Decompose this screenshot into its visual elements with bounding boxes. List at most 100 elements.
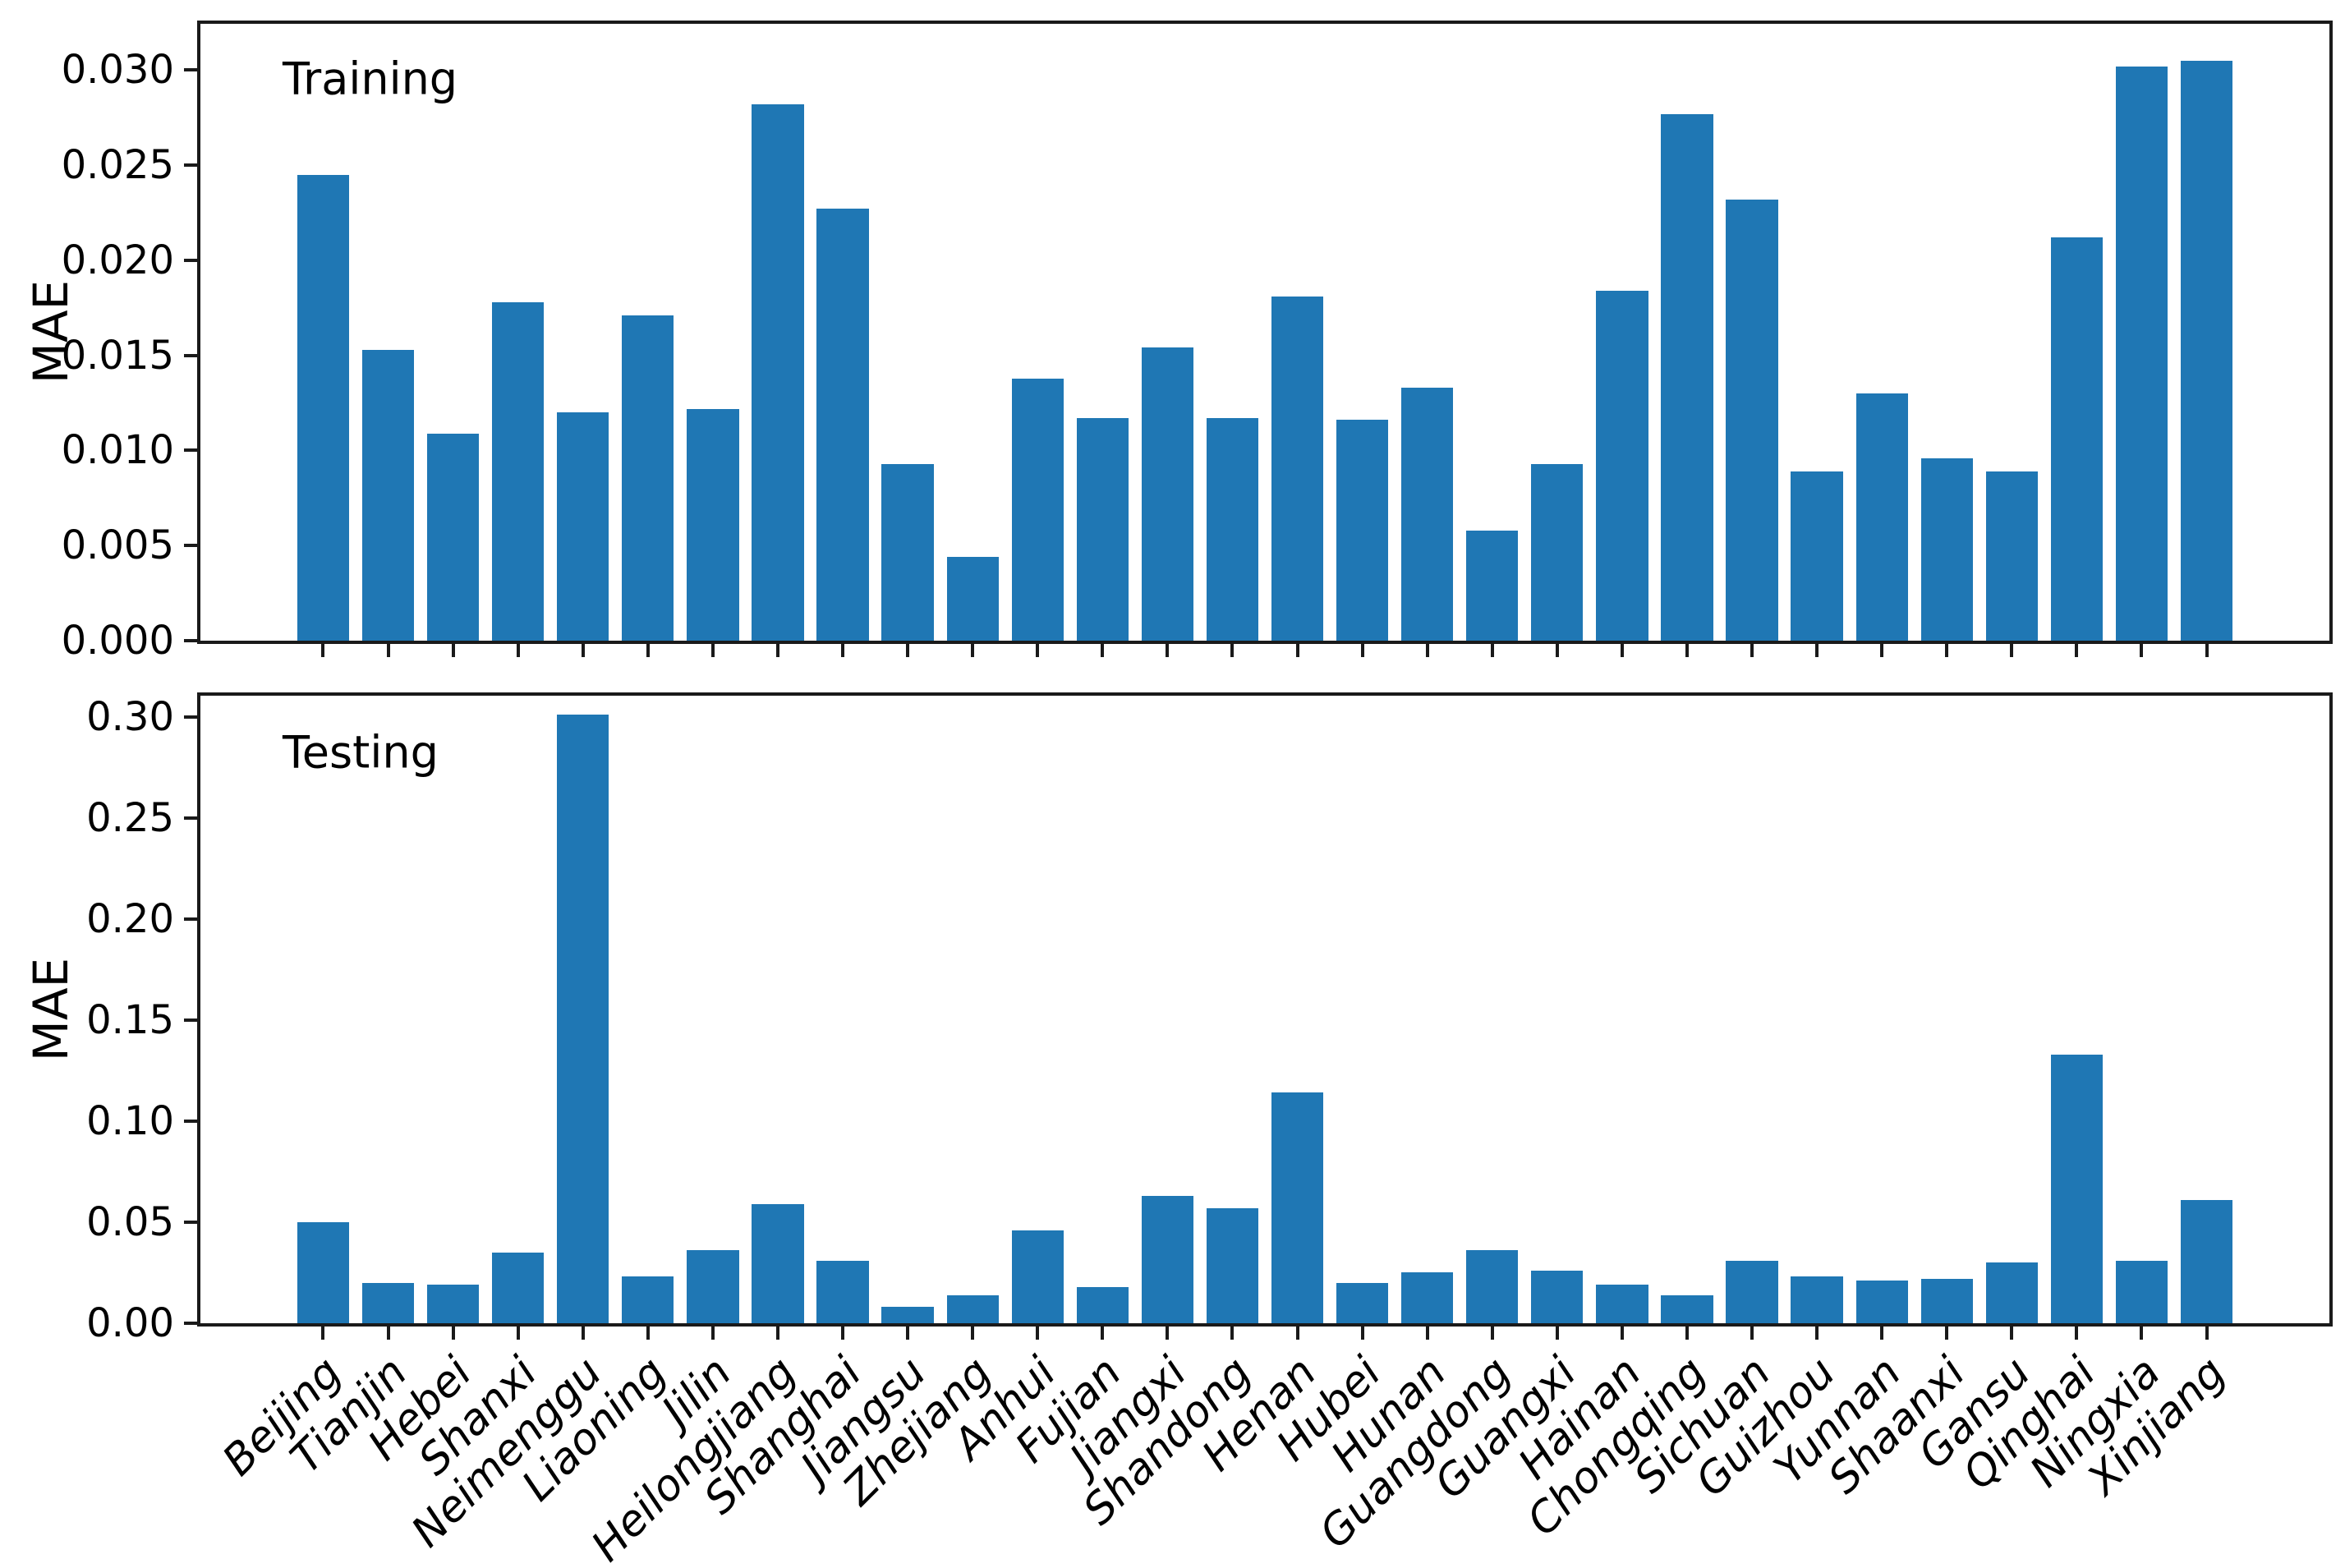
- guizhou-bar: [1791, 1276, 1843, 1323]
- hainan-bar: [1596, 1285, 1648, 1323]
- y-tick-label: 0.05: [86, 1198, 174, 1245]
- y-tick: [184, 1322, 197, 1325]
- x-tick: [906, 1327, 910, 1340]
- tianjin-bar: [361, 1283, 415, 1323]
- x-tick: [1880, 644, 1884, 657]
- x-tick: [386, 1327, 390, 1340]
- y-tick: [184, 1220, 197, 1224]
- x-tick: [1036, 644, 1040, 657]
- x-tick: [1360, 644, 1364, 657]
- shanghai-bar: [816, 209, 869, 641]
- guizhou-bar: [1791, 471, 1843, 641]
- y-tick-label: 0.020: [61, 237, 174, 283]
- y-tick-label: 0.00: [86, 1300, 174, 1346]
- guangxi-bar: [1531, 1271, 1584, 1323]
- x-tick: [2075, 644, 2079, 657]
- hebei-bar: [426, 434, 480, 641]
- x-tick: [841, 1327, 845, 1340]
- x-tick: [1166, 1327, 1170, 1340]
- x-tick: [1620, 644, 1624, 657]
- hunan-bar: [1401, 388, 1454, 641]
- x-tick: [1295, 1327, 1299, 1340]
- hunan-bar: [1401, 1272, 1454, 1323]
- anhui-bar: [1011, 379, 1064, 641]
- x-tick: [2010, 644, 2014, 657]
- shandong-bar: [1206, 418, 1259, 641]
- x-tick: [1620, 1327, 1624, 1340]
- yunnan-bar: [1855, 1281, 1908, 1323]
- x-tick: [906, 644, 910, 657]
- y-tick: [184, 639, 197, 642]
- neimenggu-bar: [557, 412, 609, 641]
- x-tick: [1880, 1327, 1884, 1340]
- y-tick-label: 0.025: [61, 142, 174, 189]
- training-panel-title: Training: [283, 53, 458, 105]
- x-tick: [1490, 644, 1494, 657]
- x-tick: [2205, 1327, 2209, 1340]
- x-tick: [1685, 1327, 1689, 1340]
- y-tick-label: 0.20: [86, 895, 174, 942]
- heilongjiang-bar: [752, 1204, 804, 1323]
- x-tick: [1945, 644, 1949, 657]
- y-tick: [184, 68, 197, 72]
- y-tick: [184, 258, 197, 262]
- x-tick: [1685, 644, 1689, 657]
- x-tick: [710, 1327, 715, 1340]
- x-tick: [581, 1327, 585, 1340]
- hebei-bar: [426, 1285, 480, 1323]
- x-tick: [1230, 1327, 1235, 1340]
- guangdong-bar: [1466, 1250, 1519, 1323]
- x-tick: [841, 644, 845, 657]
- x-tick: [1425, 1327, 1429, 1340]
- shandong-bar: [1206, 1208, 1259, 1323]
- y-tick-label: 0.30: [86, 693, 174, 740]
- x-tick: [2140, 644, 2144, 657]
- y-tick-label: 0.015: [61, 332, 174, 379]
- y-tick: [184, 917, 197, 921]
- testing-panel-title: Testing: [283, 726, 439, 779]
- gansu-bar: [1985, 471, 2038, 641]
- guangdong-bar: [1466, 531, 1519, 641]
- sichuan-bar: [1726, 200, 1778, 641]
- jiangsu-bar: [881, 464, 934, 641]
- x-tick: [646, 1327, 650, 1340]
- shanghai-bar: [816, 1261, 869, 1323]
- jilin-bar: [687, 1250, 739, 1323]
- x-tick: [1036, 1327, 1040, 1340]
- jiangxi-bar: [1141, 347, 1193, 641]
- y-tick-label: 0.15: [86, 996, 174, 1043]
- y-tick: [184, 1018, 197, 1022]
- anhui-bar: [1011, 1230, 1064, 1323]
- x-tick: [971, 1327, 975, 1340]
- shanxi-bar: [492, 1253, 545, 1323]
- y-tick-label: 0.25: [86, 794, 174, 841]
- x-tick: [1555, 644, 1559, 657]
- qinghai-bar: [2050, 237, 2104, 641]
- x-tick: [581, 644, 585, 657]
- x-tick: [1945, 1327, 1949, 1340]
- liaoning-bar: [622, 1276, 674, 1323]
- x-tick: [1555, 1327, 1559, 1340]
- x-tick: [1360, 1327, 1364, 1340]
- guangxi-bar: [1531, 464, 1584, 641]
- x-tick: [451, 1327, 455, 1340]
- jiangxi-bar: [1141, 1196, 1193, 1323]
- x-tick: [775, 644, 779, 657]
- sichuan-bar: [1726, 1261, 1778, 1323]
- x-tick: [1490, 1327, 1494, 1340]
- x-tick: [710, 644, 715, 657]
- chongqing-bar: [1661, 1295, 1713, 1323]
- xinjiang-bar: [2180, 61, 2233, 641]
- y-tick: [184, 448, 197, 453]
- hubei-bar: [1336, 420, 1389, 641]
- training-panel: [197, 21, 2333, 644]
- x-tick: [775, 1327, 779, 1340]
- y-tick-label: 0.010: [61, 427, 174, 474]
- x-tick: [1230, 644, 1235, 657]
- chongqing-bar: [1661, 114, 1713, 641]
- shanxi-bar: [492, 302, 545, 641]
- x-tick: [516, 1327, 520, 1340]
- yunnan-bar: [1855, 393, 1908, 641]
- xinjiang-bar: [2180, 1200, 2233, 1323]
